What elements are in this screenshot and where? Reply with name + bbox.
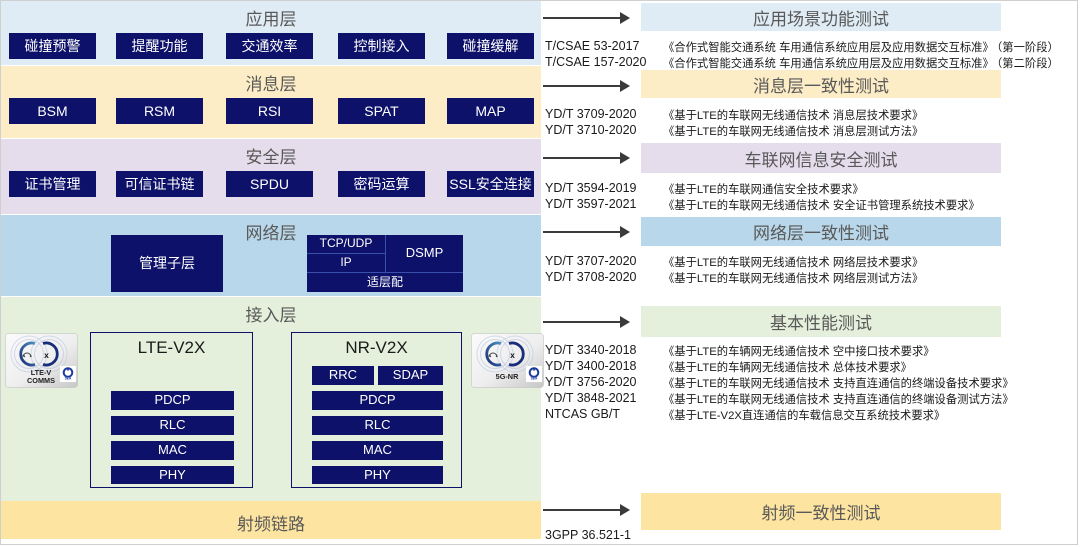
svg-text:SEA: SEA bbox=[531, 376, 538, 380]
svg-text:SEA: SEA bbox=[65, 376, 72, 380]
svg-text:x: x bbox=[510, 350, 515, 360]
svg-text:COMMS: COMMS bbox=[27, 376, 55, 385]
svg-text:5G-NR: 5G-NR bbox=[496, 372, 519, 381]
svg-text:x: x bbox=[44, 350, 49, 360]
